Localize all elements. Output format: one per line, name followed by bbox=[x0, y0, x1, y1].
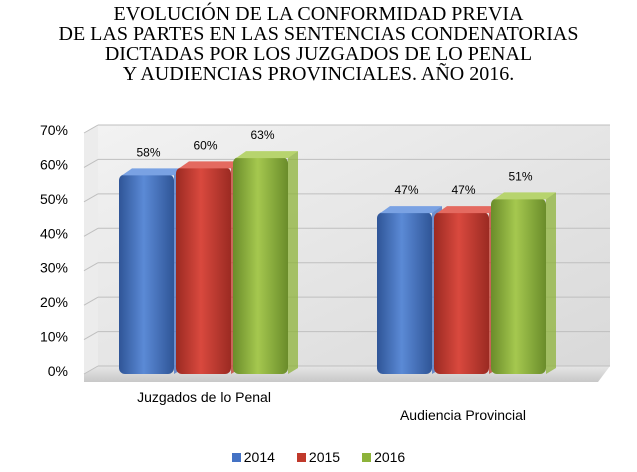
chart-title: EVOLUCIÓN DE LA CONFORMIDAD PREVIA DE LA… bbox=[0, 4, 637, 84]
title-line-3: DICTADAS POR LOS JUZGADOS DE LO PENAL bbox=[104, 43, 533, 65]
data-label-2015-0: 60% bbox=[193, 138, 217, 152]
bar-side-2016-0 bbox=[288, 151, 298, 374]
y-tick-label: 0% bbox=[48, 363, 68, 379]
legend-swatch-2014 bbox=[231, 452, 241, 462]
gridline-side bbox=[83, 296, 99, 306]
gridline-side bbox=[83, 124, 99, 134]
bar-top-2015-0 bbox=[179, 161, 241, 169]
title-line-2: DE LAS PARTES EN LAS SENTENCIAS CONDENAT… bbox=[58, 23, 579, 45]
y-tick-label: 30% bbox=[40, 260, 68, 276]
legend-swatch-2016 bbox=[362, 452, 372, 462]
bar-2014-1 bbox=[377, 212, 432, 374]
bar-top-2015-1 bbox=[437, 206, 499, 214]
y-tick-label: 10% bbox=[40, 329, 68, 345]
legend: 2014 2015 2016 bbox=[0, 449, 637, 465]
bar-top-2014-1 bbox=[380, 206, 442, 214]
legend-item-2014: 2014 bbox=[231, 449, 275, 465]
bar-2015-0 bbox=[176, 167, 231, 374]
data-label-2016-1: 51% bbox=[508, 169, 532, 183]
y-tick-label: 40% bbox=[40, 225, 68, 241]
bar-top-2016-1 bbox=[494, 192, 556, 200]
bar-2014-0 bbox=[119, 174, 174, 374]
data-label-2016-0: 63% bbox=[250, 128, 274, 142]
bar-2016-1 bbox=[491, 198, 546, 374]
legend-label-2014: 2014 bbox=[243, 449, 275, 465]
legend-item-2016: 2016 bbox=[362, 449, 405, 465]
gridline-side bbox=[83, 331, 99, 341]
gridline-side bbox=[83, 193, 99, 203]
title-line-4: Y AUDIENCIAS PROVINCIALES. AÑO 2016. bbox=[122, 63, 515, 85]
category-label-1: Audiencia Provincial bbox=[400, 407, 526, 423]
gridline-side bbox=[83, 227, 99, 237]
bar-2016-0 bbox=[233, 157, 288, 374]
gridline-side bbox=[83, 158, 99, 168]
legend-label-2015: 2015 bbox=[308, 449, 341, 465]
y-tick-label: 70% bbox=[40, 122, 68, 138]
gridline-side bbox=[83, 365, 99, 375]
title-line-1: EVOLUCIÓN DE LA CONFORMIDAD PREVIA bbox=[113, 3, 524, 25]
bar-top-2014-0 bbox=[122, 168, 184, 176]
left-wall bbox=[84, 125, 98, 374]
data-label-2014-1: 47% bbox=[394, 183, 418, 197]
bar-top-2016-0 bbox=[236, 151, 298, 159]
legend-swatch-2015 bbox=[296, 452, 306, 462]
bar-side-2016-1 bbox=[546, 192, 556, 374]
category-label-0: Juzgados de lo Penal bbox=[137, 389, 271, 405]
y-tick-label: 50% bbox=[40, 191, 68, 207]
data-label-2014-0: 58% bbox=[136, 145, 160, 159]
legend-label-2016: 2016 bbox=[374, 449, 406, 465]
y-tick-label: 20% bbox=[40, 294, 68, 310]
gridline-side bbox=[83, 262, 99, 272]
legend-item-2015: 2015 bbox=[296, 449, 341, 465]
bar-2015-1 bbox=[434, 212, 489, 374]
y-tick-label: 60% bbox=[40, 156, 68, 172]
data-label-2015-1: 47% bbox=[451, 183, 475, 197]
